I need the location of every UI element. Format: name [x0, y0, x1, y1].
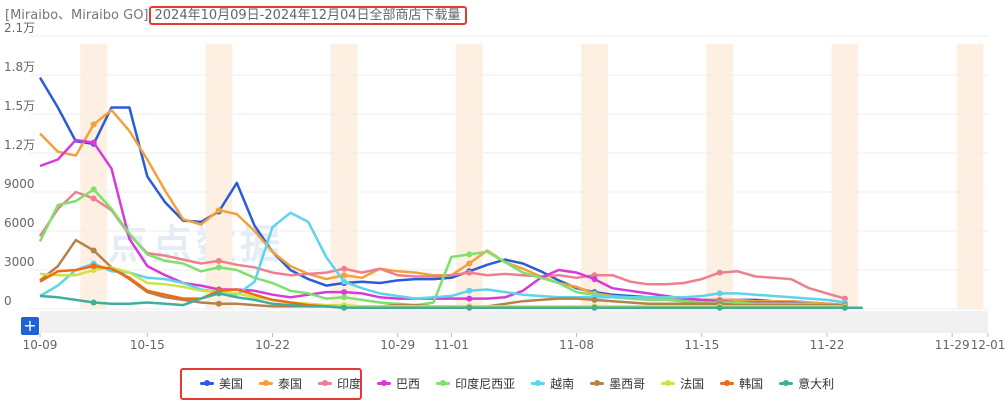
- data-point: [591, 296, 598, 303]
- legend-item[interactable]: 美国: [200, 375, 243, 392]
- date-range-title: 2024年10月09日-2024年12月04日全部商店下载量: [148, 6, 467, 25]
- x-tick-label: 10-09: [23, 338, 58, 352]
- data-point: [716, 290, 723, 297]
- data-point: [215, 207, 222, 214]
- data-point: [215, 257, 222, 264]
- data-point: [466, 251, 473, 258]
- holiday-band: [330, 44, 358, 309]
- y-tick-label: 1.2万: [4, 138, 35, 152]
- legend-swatch-icon: [720, 380, 735, 386]
- legend-swatch-icon: [259, 380, 274, 386]
- data-point: [90, 121, 97, 128]
- legend-item[interactable]: 越南: [531, 375, 574, 392]
- x-tick-label: 11-08: [559, 338, 594, 352]
- data-point: [466, 260, 473, 267]
- watermark-text: 点点数据: [108, 222, 284, 268]
- data-point: [466, 295, 473, 302]
- series-line: [38, 188, 845, 307]
- data-point: [90, 263, 97, 270]
- x-tick-label: 12-01: [971, 338, 1006, 352]
- series-line: [39, 138, 845, 307]
- legend-label: 泰国: [278, 377, 303, 391]
- legend-item[interactable]: 法国: [661, 375, 704, 392]
- legend-label: 美国: [219, 377, 244, 391]
- data-point: [841, 304, 848, 311]
- legend-swatch-icon: [377, 380, 392, 386]
- holiday-band: [956, 44, 984, 309]
- x-tick-label: 11-22: [810, 338, 845, 352]
- x-tick-label: 11-15: [684, 338, 719, 352]
- legend-label: 巴西: [396, 377, 421, 391]
- legend-label: 法国: [680, 377, 705, 391]
- legend-swatch-icon: [200, 380, 214, 386]
- data-point: [466, 269, 473, 276]
- app-name: [Miraibo、Miraibo GO]: [5, 8, 149, 23]
- y-tick-label: 1.8万: [4, 60, 35, 74]
- legend-label: 墨西哥: [609, 377, 646, 391]
- data-point: [90, 186, 97, 193]
- legend-swatch-icon: [779, 380, 794, 386]
- y-tick-label: 0: [4, 294, 12, 308]
- legend-label: 意大利: [798, 377, 835, 391]
- legend-item[interactable]: 泰国: [259, 375, 302, 392]
- legend-highlight-box: [180, 368, 362, 400]
- data-point: [215, 290, 222, 297]
- x-tick-label: 11-01: [434, 338, 469, 352]
- legend-swatch-icon: [318, 380, 333, 386]
- data-point: [215, 264, 222, 271]
- scroll-track: [40, 311, 988, 333]
- x-tick-label: 10-15: [130, 338, 165, 352]
- chart-title: [Miraibo、Miraibo GO] 2024年10月09日-2024年12月…: [5, 4, 467, 25]
- data-point: [341, 265, 348, 272]
- x-tick-label: 10-22: [255, 338, 290, 352]
- data-point: [341, 272, 348, 279]
- data-point: [591, 304, 598, 311]
- data-point: [341, 304, 348, 311]
- data-point: [341, 289, 348, 296]
- holiday-band: [831, 44, 859, 309]
- data-point: [90, 247, 97, 254]
- data-point: [591, 276, 598, 283]
- y-tick-label: 2.1万: [4, 21, 35, 35]
- data-point: [716, 304, 723, 311]
- legend-label: 韩国: [739, 377, 764, 391]
- data-point: [466, 304, 473, 311]
- legend-swatch-icon: [590, 380, 605, 386]
- holiday-band: [706, 44, 734, 309]
- legend-label: 印度尼西亚: [455, 377, 516, 391]
- x-tick-label: 11-29: [935, 338, 970, 352]
- data-point: [716, 269, 723, 276]
- data-point: [466, 287, 473, 294]
- legend-label: 越南: [550, 377, 575, 391]
- legend-swatch-icon: [436, 380, 451, 386]
- legend-item[interactable]: 意大利: [779, 375, 834, 392]
- data-point: [341, 278, 348, 285]
- data-point: [215, 300, 222, 307]
- legend-swatch-icon: [661, 380, 676, 386]
- legend-label: 印度: [337, 377, 362, 391]
- holiday-band: [581, 44, 608, 309]
- legend-swatch-icon: [531, 380, 546, 386]
- add-button[interactable]: +: [21, 317, 39, 335]
- x-tick-label: 10-29: [380, 338, 415, 352]
- legend-item[interactable]: 印度尼西亚: [436, 375, 515, 392]
- data-point: [90, 299, 97, 306]
- data-point: [341, 294, 348, 301]
- series-line: [39, 266, 845, 308]
- legend-item[interactable]: 韩国: [720, 375, 763, 392]
- y-tick-label: 3000: [4, 255, 35, 269]
- data-point: [90, 139, 97, 146]
- series-line: [39, 211, 846, 304]
- legend-item[interactable]: 墨西哥: [590, 375, 645, 392]
- y-tick-label: 6000: [4, 216, 35, 230]
- chart-legend: 美国 泰国 印度 巴西 印度尼西亚 越南 墨西哥 法国 韩国 意大利: [200, 375, 834, 392]
- y-tick-label: 9000: [4, 177, 35, 191]
- series-line: [38, 190, 846, 300]
- legend-item[interactable]: 印度: [318, 375, 361, 392]
- legend-item[interactable]: 巴西: [377, 375, 420, 392]
- data-point: [90, 195, 97, 202]
- y-tick-label: 1.5万: [4, 99, 35, 113]
